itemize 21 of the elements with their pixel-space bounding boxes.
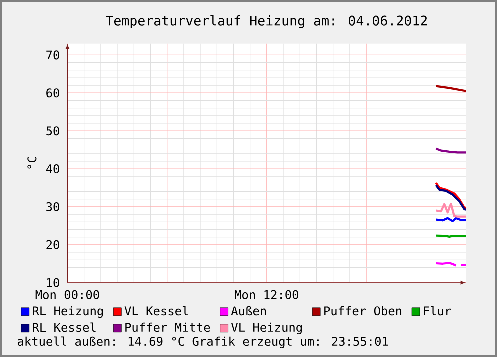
chart-title: Temperaturverlauf Heizung am: 04.06.2012 bbox=[106, 16, 427, 29]
x-tick-label: Mon 00:00 bbox=[36, 290, 100, 300]
y-tick-label: 10 bbox=[47, 278, 60, 288]
y-tick-label: 50 bbox=[46, 126, 60, 136]
y-tick-label: 20 bbox=[46, 240, 60, 250]
y-tick-label: 40 bbox=[46, 164, 60, 174]
line-series bbox=[435, 203, 466, 218]
legend-label: RL Heizung bbox=[33, 306, 104, 318]
legend-label: Außen bbox=[231, 306, 266, 316]
legend-label: Puffer Mitte bbox=[126, 323, 210, 332]
y-tick-label: 60 bbox=[46, 88, 60, 98]
legend-label: RL Kessel bbox=[33, 323, 96, 332]
legend-label: VL Kessel bbox=[124, 306, 188, 316]
y-axis-title: °C bbox=[28, 157, 37, 169]
legend-label: VL Heizung bbox=[231, 323, 302, 335]
y-tick-label: 70 bbox=[46, 50, 60, 60]
x-tick-label: Mon 12:00 bbox=[235, 290, 299, 300]
y-tick-label: 30 bbox=[46, 202, 60, 212]
legend-label: Flur bbox=[424, 306, 452, 316]
text: aktuell außen: 14.69 °C Grafik erzeugt um: 23:55:01 bbox=[18, 336, 388, 349]
legend-label: Puffer Oben bbox=[324, 306, 402, 316]
